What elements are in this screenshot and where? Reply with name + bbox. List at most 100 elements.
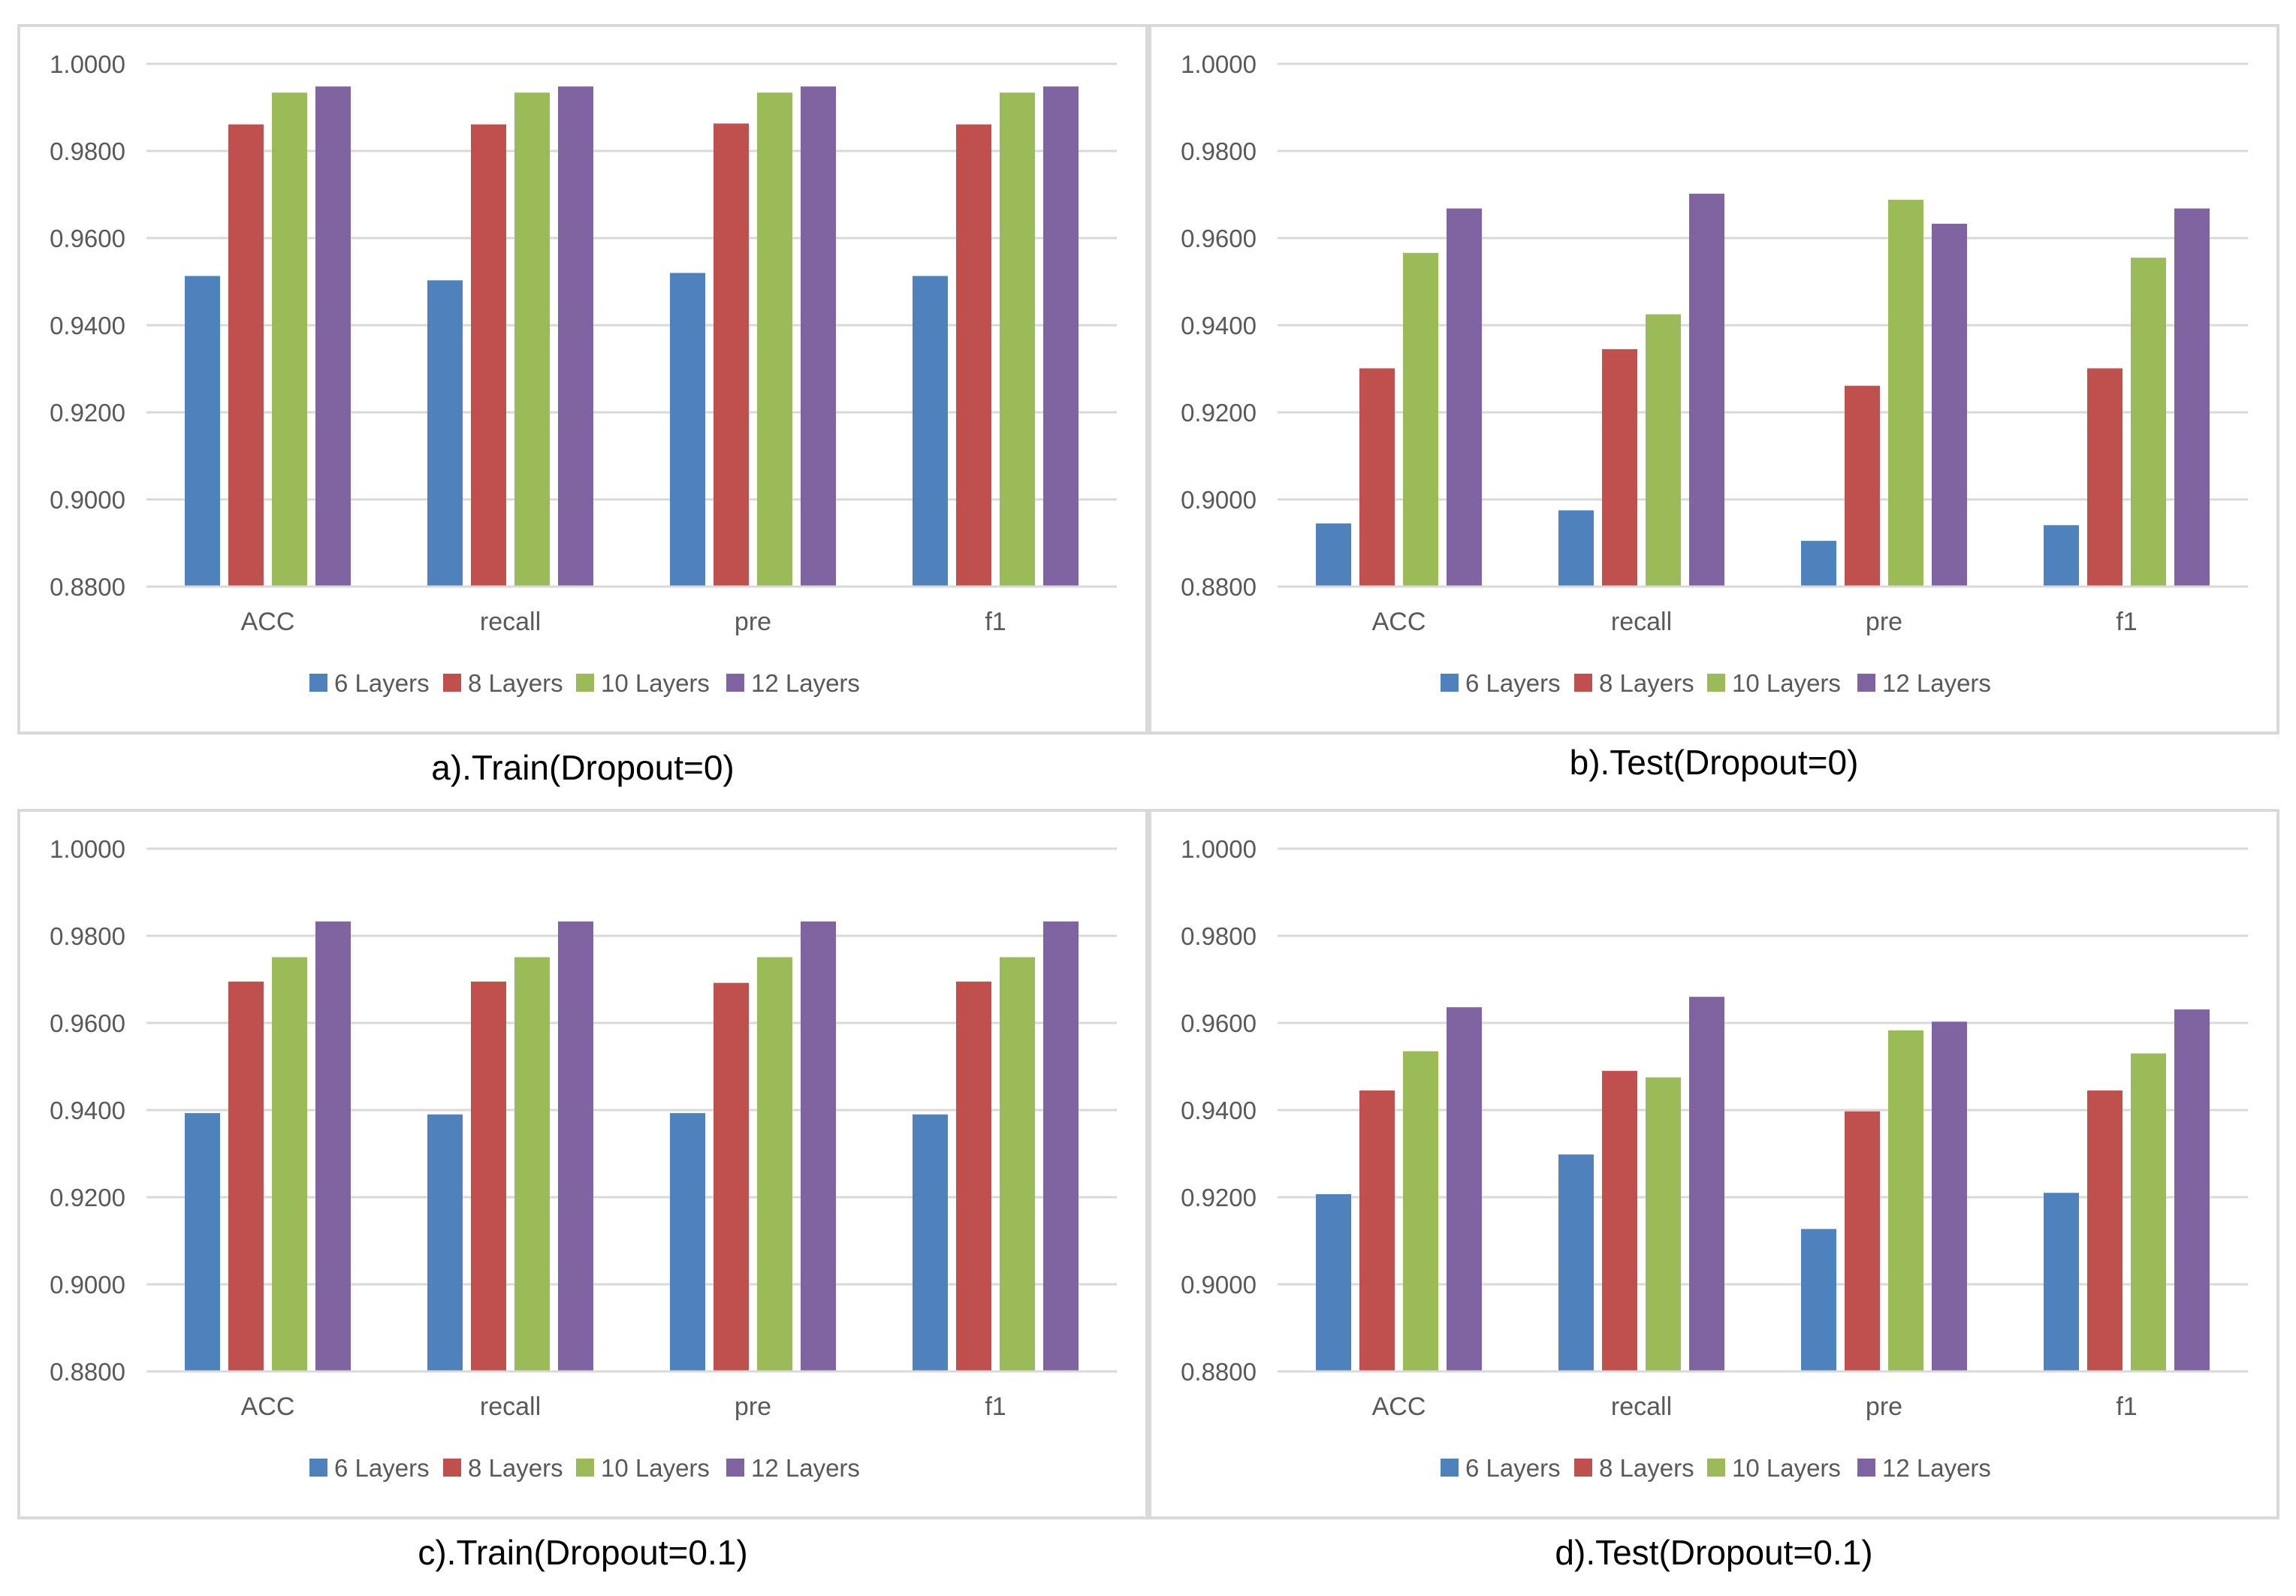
y-tick-label: 0.8800 xyxy=(50,573,125,601)
y-tick-label: 1.0000 xyxy=(50,50,125,78)
bar-10-layers-acc xyxy=(1403,1051,1438,1371)
legend-swatch-8-layers xyxy=(443,1459,461,1477)
legend-label: 12 Layers xyxy=(751,1454,860,1482)
bar-8-layers-pre xyxy=(714,982,749,1371)
y-tick-label: 0.9600 xyxy=(1181,225,1257,252)
legend-label: 10 Layers xyxy=(601,669,710,697)
y-tick-label: 0.9800 xyxy=(50,137,125,165)
legend-swatch-12-layers xyxy=(726,674,744,692)
bar-6-layers-f1 xyxy=(2044,1193,2079,1371)
legend-swatch-8-layers xyxy=(443,674,461,692)
x-category-label: pre xyxy=(1866,1392,1902,1421)
chart-panel-test-dropout-0: 0.8800 0.9000 0.9200 0.9400 0.9600 0.9800 1.00… xyxy=(1148,24,2279,735)
bar-12-layers-recall xyxy=(558,86,593,587)
legend-label: 12 Layers xyxy=(751,669,860,697)
bar-10-layers-pre xyxy=(1888,199,1923,587)
y-tick-label: 0.8800 xyxy=(1181,1358,1257,1386)
legend-swatch-6-layers xyxy=(309,674,327,692)
y-tick-label: 0.9000 xyxy=(1181,486,1257,514)
bar-8-layers-recall xyxy=(471,981,506,1371)
y-tick-label: 0.8800 xyxy=(1181,573,1257,601)
y-tick-label: 0.9000 xyxy=(50,1271,125,1299)
bar-8-layers-f1 xyxy=(2087,1090,2123,1371)
x-category-label: ACC xyxy=(241,608,295,636)
x-category-label: pre xyxy=(1866,608,1902,636)
legend-label: 8 Layers xyxy=(468,669,563,697)
legend-swatch-10-layers xyxy=(1707,1459,1725,1477)
bar-6-layers-f1 xyxy=(913,1114,948,1371)
bar-12-layers-acc xyxy=(315,86,351,587)
bar-6-layers-pre xyxy=(1801,1229,1836,1371)
caption-test-dropout-0: b).Test(Dropout=0) xyxy=(1569,743,1859,782)
legend-label: 12 Layers xyxy=(1882,669,1991,697)
bar-6-layers-acc xyxy=(1316,523,1351,587)
y-tick-label: 1.0000 xyxy=(1181,835,1257,863)
bar-10-layers-acc xyxy=(1403,252,1438,587)
bar-6-layers-acc xyxy=(185,276,220,587)
legend-label: 6 Layers xyxy=(334,1454,430,1482)
bar-6-layers-pre xyxy=(670,1113,705,1371)
bar-10-layers-acc xyxy=(272,92,307,587)
bar-chart-svg: 0.8800 0.9000 0.9200 0.9400 0.9600 0.9800 1.00… xyxy=(50,50,1117,697)
bar-12-layers-pre xyxy=(1932,1021,1967,1371)
bar-8-layers-recall xyxy=(1602,348,1637,587)
caption-test-dropout-0-1: d).Test(Dropout=0.1) xyxy=(1555,1533,1873,1572)
legend-label: 6 Layers xyxy=(334,669,430,697)
chart-panel-train-dropout-0-1: 0.8800 0.9000 0.9200 0.9400 0.9600 0.9800 1.00… xyxy=(17,809,1148,1519)
bar-12-layers-f1 xyxy=(2174,1009,2210,1371)
legend-label: 8 Layers xyxy=(1599,1454,1694,1482)
legend-swatch-10-layers xyxy=(1707,674,1725,692)
bar-8-layers-f1 xyxy=(2087,368,2123,587)
legend-swatch-10-layers xyxy=(576,1459,594,1477)
y-tick-label: 0.9400 xyxy=(50,1097,125,1124)
bar-chart-svg: 0.8800 0.9000 0.9200 0.9400 0.9600 0.9800 1.00… xyxy=(1181,50,2248,697)
y-tick-label: 0.9000 xyxy=(50,486,125,514)
bar-12-layers-f1 xyxy=(1043,921,1079,1371)
x-category-label: recall xyxy=(480,608,541,636)
legend-swatch-10-layers xyxy=(576,674,594,692)
legend-swatch-6-layers xyxy=(1441,1459,1459,1477)
y-tick-label: 0.9800 xyxy=(1181,922,1257,950)
bar-10-layers-f1 xyxy=(2131,258,2166,587)
legend-swatch-12-layers xyxy=(1857,674,1875,692)
bar-12-layers-acc xyxy=(1447,208,1482,587)
bar-10-layers-f1 xyxy=(1000,957,1035,1371)
legend-label: 6 Layers xyxy=(1465,669,1561,697)
bar-10-layers-acc xyxy=(272,957,307,1371)
y-tick-label: 0.9200 xyxy=(1181,399,1257,427)
x-category-label: f1 xyxy=(2116,608,2137,636)
legend-swatch-12-layers xyxy=(1857,1459,1875,1477)
bar-8-layers-acc xyxy=(1359,368,1395,587)
legend-swatch-8-layers xyxy=(1574,674,1592,692)
bar-12-layers-pre xyxy=(801,921,836,1371)
legend-swatch-6-layers xyxy=(1441,674,1459,692)
y-tick-label: 1.0000 xyxy=(50,835,125,863)
bar-6-layers-f1 xyxy=(913,276,948,587)
y-tick-label: 0.9600 xyxy=(50,225,125,252)
y-tick-label: 0.9400 xyxy=(1181,1097,1257,1124)
x-category-label: recall xyxy=(1611,608,1672,636)
legend-swatch-12-layers xyxy=(726,1459,744,1477)
bar-12-layers-recall xyxy=(1689,997,1724,1371)
y-tick-label: 1.0000 xyxy=(1181,50,1257,78)
bar-chart-svg: 0.8800 0.9000 0.9200 0.9400 0.9600 0.9800 1.00… xyxy=(50,835,1117,1482)
bar-10-layers-f1 xyxy=(1000,92,1035,587)
bar-8-layers-pre xyxy=(1845,1111,1880,1371)
legend-label: 10 Layers xyxy=(601,1454,710,1482)
x-category-label: f1 xyxy=(985,1392,1006,1421)
chart-panel-test-dropout-0-1: 0.8800 0.9000 0.9200 0.9400 0.9600 0.9800 1.00… xyxy=(1148,809,2279,1519)
bar-12-layers-f1 xyxy=(2174,208,2210,587)
bar-10-layers-recall xyxy=(1646,314,1681,587)
x-category-label: f1 xyxy=(2116,1392,2137,1421)
bar-6-layers-recall xyxy=(1558,1154,1594,1371)
bar-10-layers-pre xyxy=(1888,1030,1923,1371)
caption-train-dropout-0-1: c).Train(Dropout=0.1) xyxy=(418,1533,748,1572)
bar-8-layers-acc xyxy=(228,124,264,587)
y-tick-label: 0.9000 xyxy=(1181,1271,1257,1299)
y-tick-label: 0.9200 xyxy=(50,399,125,427)
bar-6-layers-recall xyxy=(427,1114,463,1371)
legend-swatch-8-layers xyxy=(1574,1459,1592,1477)
bar-12-layers-f1 xyxy=(1043,86,1079,587)
bar-10-layers-recall xyxy=(514,957,550,1371)
bar-6-layers-recall xyxy=(427,280,463,587)
